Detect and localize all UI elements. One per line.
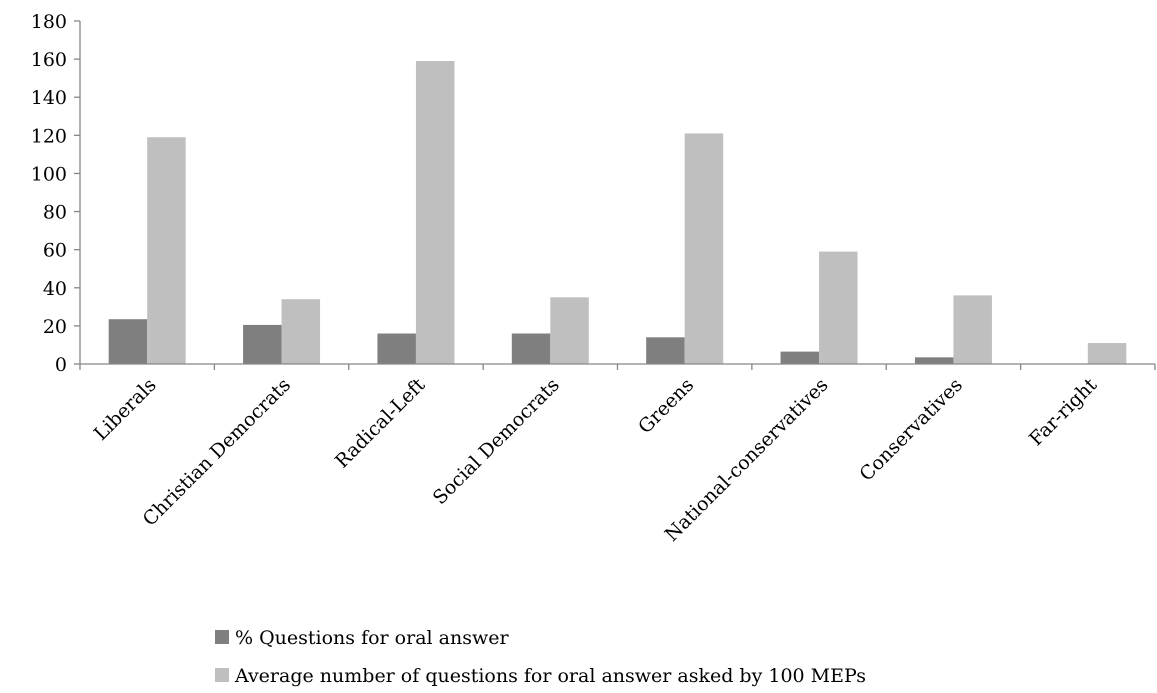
legend-label: % Questions for oral answer: [235, 627, 509, 649]
y-tick-label: 120: [31, 125, 67, 147]
legend-swatch: [215, 630, 229, 644]
y-tick-label: 160: [31, 49, 67, 71]
y-tick-label: 60: [43, 240, 67, 262]
bar-pct-oral-questions: [914, 357, 954, 364]
legend-swatch: [215, 668, 229, 682]
bar-avg-oral-questions: [819, 251, 858, 364]
bar-pct-oral-questions: [377, 333, 416, 364]
x-tick-label: Greens: [634, 374, 698, 438]
legend-label: Average number of questions for oral ans…: [234, 665, 866, 687]
y-tick-label: 100: [31, 163, 67, 185]
x-tick-label: Social Democrats: [429, 374, 564, 509]
bar-avg-oral-questions: [550, 297, 589, 364]
legend: % Questions for oral answer Average numbe…: [215, 627, 866, 687]
y-tick-label: 40: [43, 278, 67, 300]
y-tick-label: 80: [43, 202, 67, 224]
x-tick-label: Christian Democrats: [139, 374, 296, 531]
bar-avg-oral-questions: [147, 137, 186, 364]
x-tick-label: Radical-Left: [331, 374, 430, 473]
y-tick-label: 20: [43, 316, 67, 338]
y-tick-label: 140: [31, 87, 67, 109]
x-tick-label: Conservatives: [855, 374, 967, 486]
bar-avg-oral-questions: [684, 133, 724, 364]
bar-pct-oral-questions: [646, 337, 685, 364]
y-axis-ticks: 0 20 40 60 80 100 120 140 160 180: [31, 11, 80, 376]
y-tick-label: 180: [31, 11, 67, 33]
bar-avg-oral-questions: [953, 295, 992, 364]
y-tick-label: 0: [55, 354, 67, 376]
x-tick-label: Far-right: [1025, 374, 1102, 451]
bar-avg-oral-questions: [281, 299, 321, 364]
bar-avg-oral-questions: [1087, 343, 1127, 364]
x-tick-label: Liberals: [90, 374, 161, 445]
bar-pct-oral-questions: [511, 333, 551, 364]
bar-pct-oral-questions: [243, 324, 282, 364]
bars-group: [108, 61, 1127, 365]
bar-pct-oral-questions: [108, 319, 148, 364]
bar-pct-oral-questions: [780, 351, 820, 364]
bar-avg-oral-questions: [415, 61, 455, 365]
